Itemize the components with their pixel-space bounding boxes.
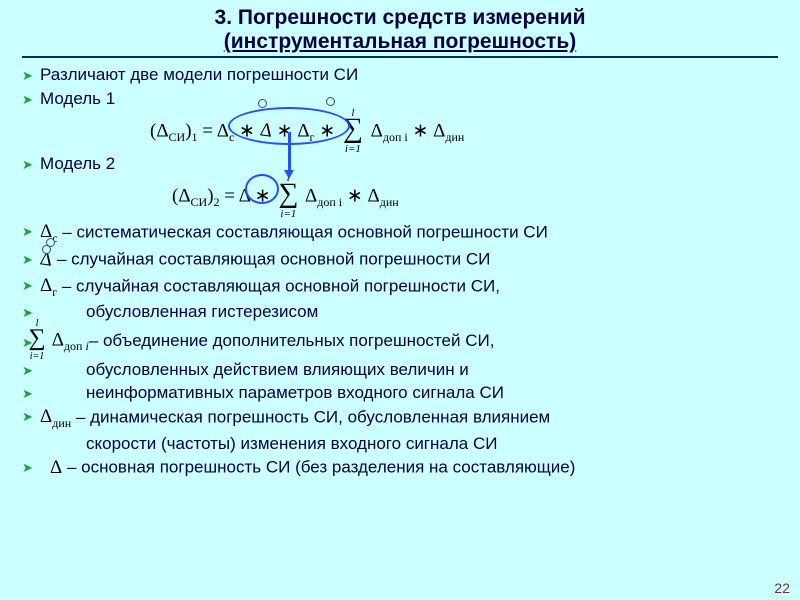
bullet-icon: ➤ bbox=[22, 274, 40, 294]
sigma-icon: l ∑ i=1 bbox=[275, 176, 301, 218]
slide-title: 3. Погрешности средств измерений (инстру… bbox=[22, 6, 778, 54]
line-sum-dop2: ➤ обусловленных действием влияющих велич… bbox=[22, 359, 778, 380]
arrow-line bbox=[288, 132, 291, 172]
bullet-icon: ➤ bbox=[22, 64, 40, 84]
marker-dot-icon bbox=[326, 97, 335, 106]
line-delta-rand: ➤ Δ – случайная составляющая основной по… bbox=[22, 248, 778, 272]
sigma-icon: l ∑ i=1 bbox=[340, 111, 366, 153]
line-delta-main: ➤ Δ – основная погрешность СИ (без разде… bbox=[22, 456, 778, 480]
bullet-icon: ➤ bbox=[22, 382, 40, 402]
sigma-icon: l∑i=1 bbox=[26, 321, 48, 361]
bullet-icon bbox=[22, 433, 40, 437]
bullet-icon: ➤ bbox=[22, 405, 40, 425]
bullet-icon: ➤ bbox=[22, 88, 40, 108]
bullet-icon: ➤ bbox=[22, 153, 40, 173]
marker-dot-icon bbox=[42, 245, 51, 254]
line-intro: ➤ Различают две модели погрешности СИ bbox=[22, 64, 778, 85]
line-delta-c: ➤ Δс – систематическая составляющая осно… bbox=[22, 220, 778, 246]
title-divider bbox=[22, 56, 778, 58]
intro-text: Различают две модели погрешности СИ bbox=[40, 64, 778, 85]
delta-g-text: – случайная составляющая основной погреш… bbox=[62, 276, 500, 295]
bullet-icon: ➤ bbox=[22, 220, 40, 240]
delta-dyn-text: – динамическая погрешность СИ, обусловле… bbox=[76, 408, 550, 427]
model2-label: Модель 2 bbox=[40, 154, 115, 173]
delta-g-text2: обусловленная гистерезисом bbox=[86, 302, 318, 321]
formula-2: (ΔСИ)2 = Δ ∗ l ∑ i=1 Δдоп i ∗ Δдин bbox=[172, 176, 399, 218]
page-number: 22 bbox=[774, 580, 790, 596]
line-delta-g2: ➤ обусловленная гистерезисом bbox=[22, 301, 778, 322]
line-sum-dop: ➤ l∑i=1 Δдоп i – объединение дополнитель… bbox=[22, 321, 778, 361]
bullet-icon: ➤ bbox=[22, 456, 40, 476]
line-delta-dyn2: скорости (частоты) изменения входного си… bbox=[22, 433, 778, 454]
sum-text2: обусловленных действием влияющих величин… bbox=[86, 360, 469, 379]
line-model1: ➤ Модель 1 (ΔСИ)1 = Δс ∗ Δ ∗ Δг ∗ l ∑ i=… bbox=[22, 88, 778, 157]
delta-rand-text: – случайная составляющая основной погреш… bbox=[57, 249, 490, 268]
marker-dot-icon bbox=[258, 99, 267, 108]
sum-text3: неинформативных параметров входного сигн… bbox=[86, 383, 504, 402]
delta-c-text: – систематическая составляющая основной … bbox=[62, 222, 548, 241]
sum-text: – объединение дополнительных погрешносте… bbox=[89, 330, 495, 351]
line-sum-dop3: ➤ неинформативных параметров входного си… bbox=[22, 382, 778, 403]
title-line-1: 3. Погрешности средств измерений bbox=[215, 6, 586, 29]
line-delta-g: ➤ Δг – случайная составляющая основной п… bbox=[22, 274, 778, 300]
line-delta-dyn: ➤ Δдин – динамическая погрешность СИ, об… bbox=[22, 405, 778, 431]
title-line-2: (инструментальная погрешность) bbox=[224, 30, 576, 53]
arrow-head-icon bbox=[284, 170, 294, 179]
delta-main-text: – основная погрешность СИ (без разделени… bbox=[67, 458, 575, 477]
bullet-icon: ➤ bbox=[22, 248, 40, 268]
delta-dyn-text2: скорости (частоты) изменения входного си… bbox=[86, 434, 497, 453]
formula-1: (ΔСИ)1 = Δс ∗ Δ ∗ Δг ∗ l ∑ i=1 Δдоп i ∗ … bbox=[150, 111, 464, 153]
line-model2: ➤ Модель 2 (ΔСИ)2 = Δ ∗ l ∑ i=1 Δдоп i ∗… bbox=[22, 153, 778, 222]
model1-label: Модель 1 bbox=[40, 89, 115, 108]
